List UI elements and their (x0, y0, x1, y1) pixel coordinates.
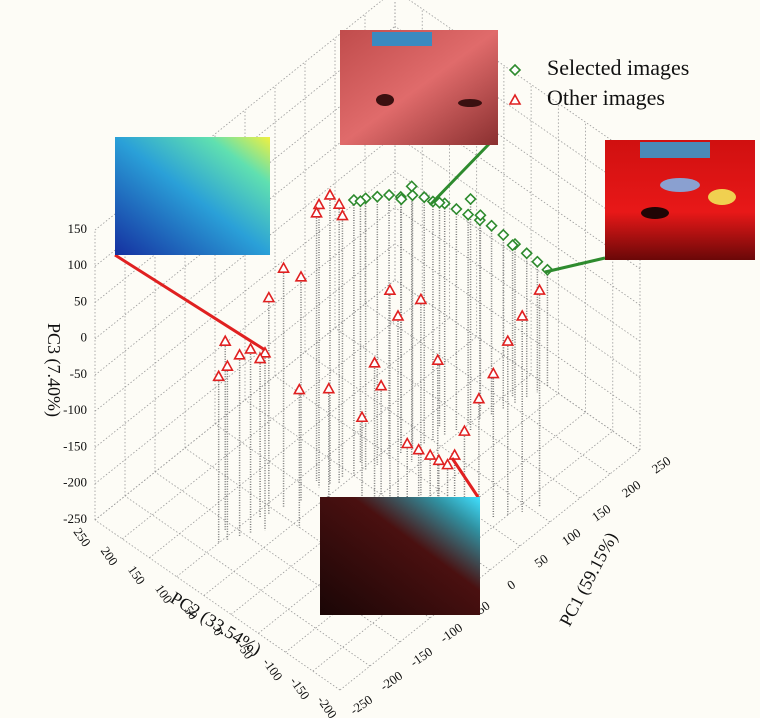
z-tick-label: -250 (63, 511, 87, 526)
z-tick-label: -200 (63, 475, 87, 490)
z-tick-label: 50 (74, 293, 87, 308)
z-tick-label: 0 (81, 330, 88, 345)
inset-image (320, 497, 480, 615)
z-tick-label: -100 (63, 402, 87, 417)
axis-title: PC3 (7.40%) (43, 323, 64, 417)
z-tick-label: -150 (63, 438, 87, 453)
z-tick-label: -50 (70, 366, 87, 381)
chart: -250-200-150-100-50050100150200250-200-1… (0, 0, 760, 718)
inset-detail (458, 99, 482, 107)
z-tick-label: 100 (68, 257, 88, 272)
inset-detail (640, 142, 710, 158)
legend-label: Other images (547, 85, 665, 110)
inset-detail (372, 32, 432, 46)
inset-image (115, 137, 270, 255)
inset-detail (376, 94, 394, 106)
z-tick-label: 150 (68, 221, 88, 236)
inset-image (340, 30, 498, 145)
legend-label: Selected images (547, 55, 689, 80)
inset-detail (641, 207, 669, 219)
page: {"chart_data": {"type": "scatter3d", "x_… (0, 0, 760, 718)
inset-detail (660, 178, 700, 192)
inset-detail (708, 189, 736, 205)
